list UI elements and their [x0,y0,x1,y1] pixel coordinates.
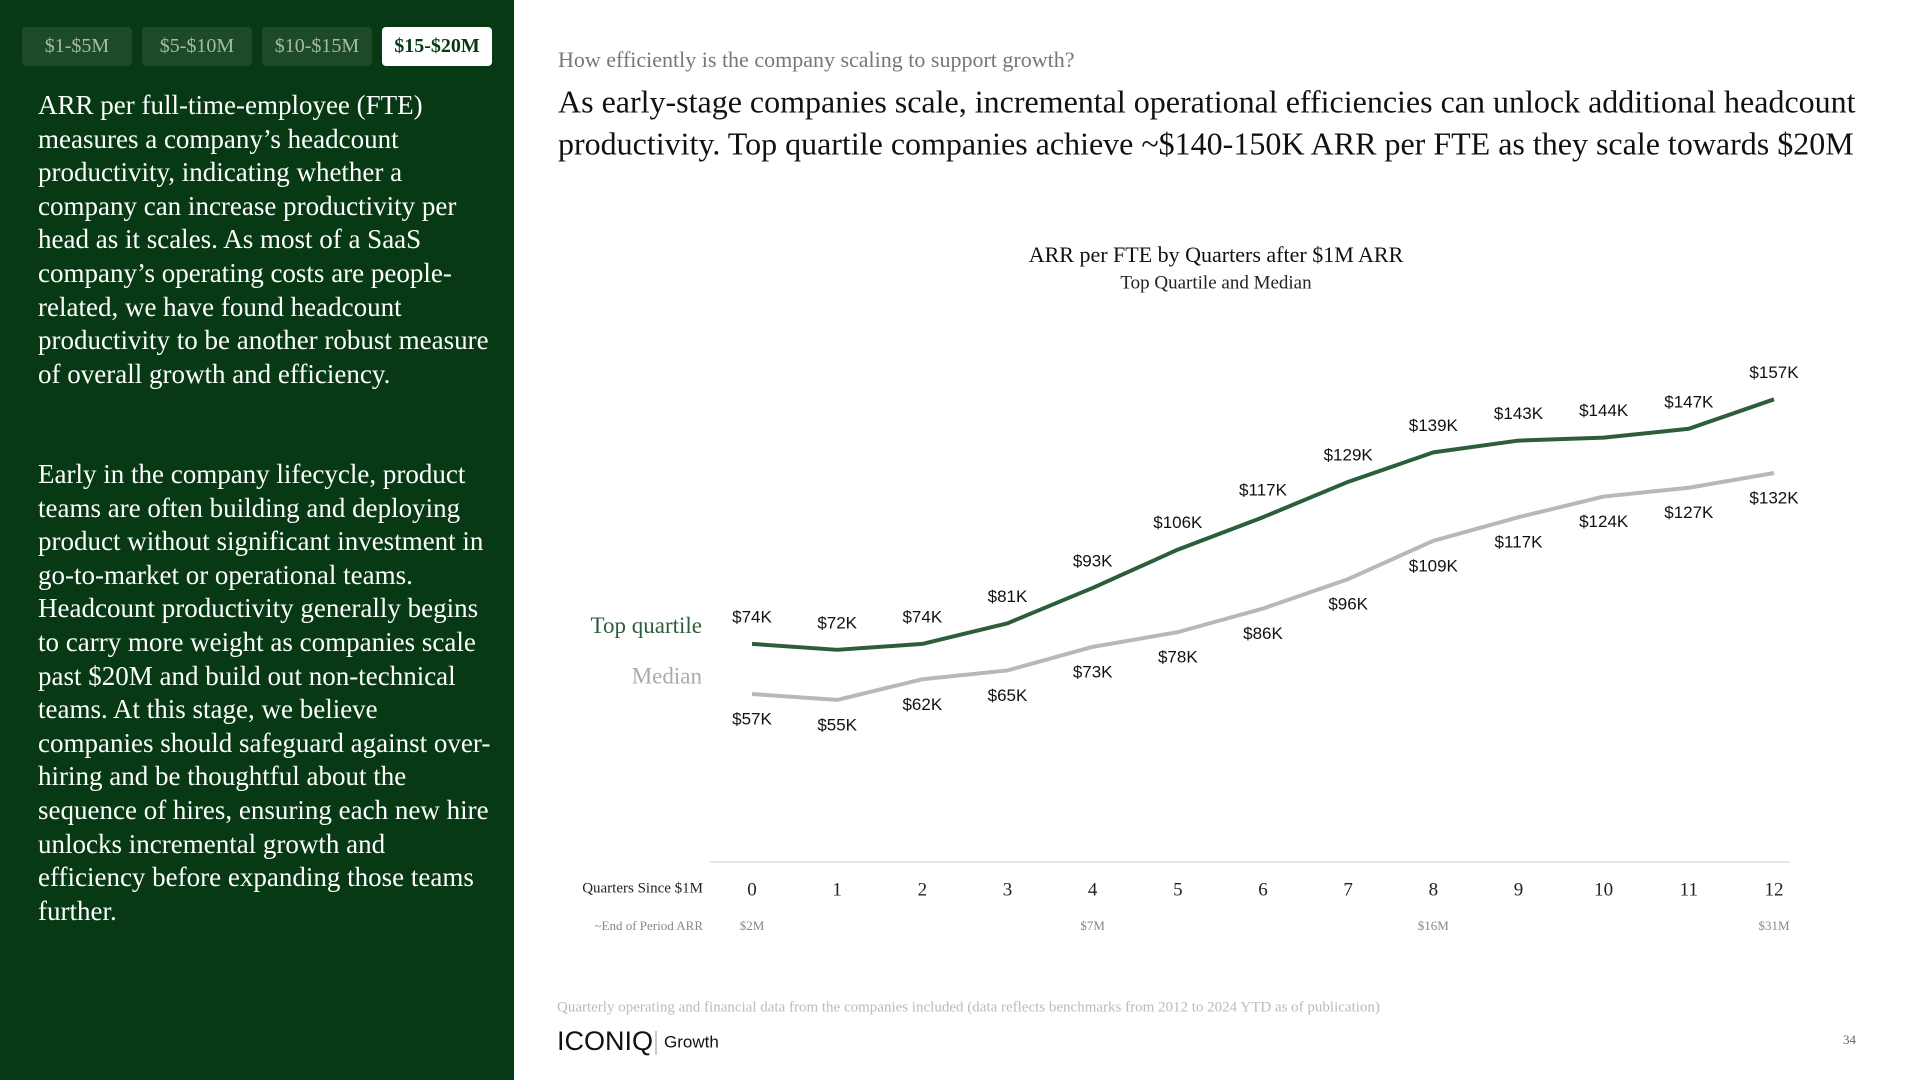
body-text: ARR per full-time-employee (FTE) measure… [38,90,489,389]
data-label: $65K [988,686,1028,705]
data-label: $93K [1073,551,1113,570]
page-number: 34 [1843,1032,1857,1047]
arr-label: $31M [1758,918,1790,933]
data-label: $86K [1243,624,1283,643]
data-label: $55K [817,715,857,734]
data-label: $124K [1579,512,1629,531]
data-label: $129K [1324,445,1374,464]
data-label: $96K [1328,595,1368,614]
data-label: $74K [902,607,942,626]
x-tick-label: 3 [1003,879,1013,900]
data-label: $147K [1664,392,1714,411]
data-label: $62K [902,695,942,714]
data-label: $74K [732,607,772,626]
x-axis-label: Quarters Since $1M [582,880,703,896]
data-label: $132K [1749,488,1799,507]
headline: productivity. Top quartile companies ach… [558,125,1854,161]
data-label: $144K [1579,401,1629,420]
x-tick-label: 4 [1088,879,1098,900]
sidebar: ARR per full-time-employee (FTE) measure… [0,0,514,1080]
chart-subtitle: Top Quartile and Median [1120,272,1312,293]
tab[interactable]: $1-$5M [22,27,132,66]
data-label: $117K [1239,481,1288,500]
series-line [751,397,1775,652]
logo-sub: Growth [664,1032,719,1051]
x2-axis-label: ~End of Period ARR [594,918,703,933]
body-text: Early in the company lifecycle, product … [38,459,491,926]
x-tick-label: 11 [1680,879,1698,900]
data-label: $117K [1495,533,1544,552]
data-label: $139K [1409,416,1459,435]
x-tick-label: 12 [1765,879,1784,900]
tab[interactable]: $5-$10M [142,27,252,66]
x-tick-label: 9 [1514,879,1524,900]
arr-label: $7M [1080,918,1105,933]
x-tick-label: 2 [918,879,928,900]
arr-label: $16M [1418,918,1450,933]
data-label: $73K [1073,662,1113,681]
series-label: Median [632,663,703,688]
data-label: $72K [817,613,857,632]
logo: ICONIQ [557,1026,653,1056]
data-label: $78K [1158,648,1198,667]
data-label: $81K [988,587,1028,606]
series-line [751,471,1775,702]
data-label: $143K [1494,404,1544,423]
x-tick-label: 1 [832,879,842,900]
x-tick-label: 0 [747,879,757,900]
x-tick-label: 7 [1343,879,1353,900]
question: How efficiently is the company scaling t… [558,47,1074,72]
footnote: Quarterly operating and financial data f… [557,999,1380,1015]
headline: As early-stage companies scale, incremen… [558,83,1856,119]
x-tick-label: 10 [1594,879,1613,900]
chart-title: ARR per FTE by Quarters after $1M ARR [1029,242,1404,267]
series-label: Top quartile [591,613,702,638]
data-label: $106K [1153,513,1203,532]
tab[interactable]: $10-$15M [262,27,372,66]
data-label: $127K [1664,503,1714,522]
arr-label: $2M [740,918,765,933]
x-tick-label: 8 [1429,879,1439,900]
data-label: $157K [1749,363,1799,382]
tab[interactable]: $15-$20M [382,27,492,66]
data-label: $109K [1409,556,1459,575]
x-tick-label: 5 [1173,879,1183,900]
data-label: $57K [732,710,772,729]
x-tick-label: 6 [1258,879,1268,900]
